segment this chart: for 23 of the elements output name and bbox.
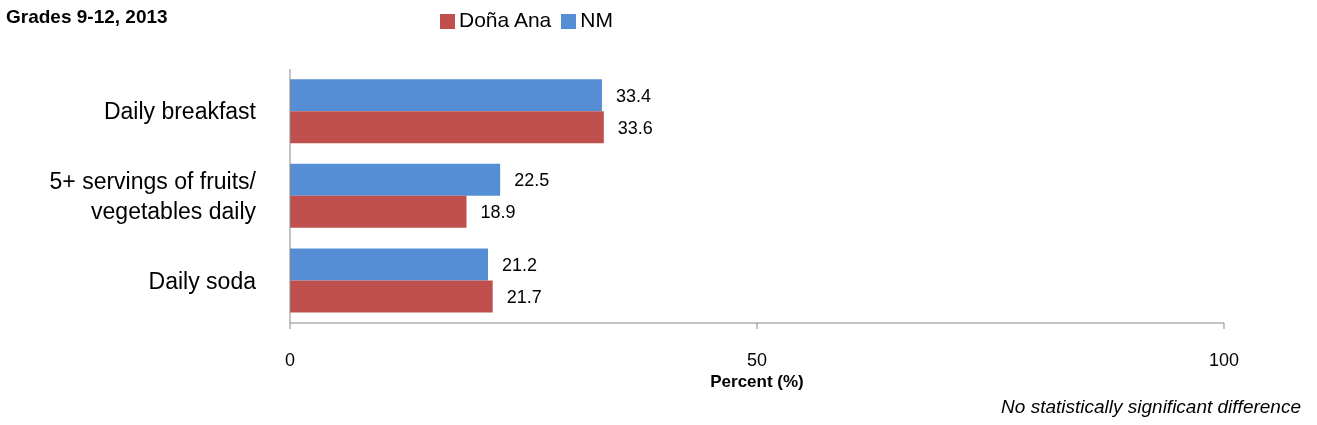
text: Grades 9-12, 2013 — [6, 6, 168, 28]
y-tick-label: Daily soda — [148, 267, 257, 294]
data-label: 18.9 — [480, 202, 516, 223]
bar — [290, 280, 493, 313]
y-tick-label: 5+ servings of fruits/ vegetables daily — [49, 168, 257, 224]
x-axis-title: Percent (%) — [710, 372, 804, 392]
x-tick-label: 50 — [746, 349, 768, 370]
x-tick-label: 100 — [1208, 349, 1240, 370]
data-label: 21.2 — [502, 254, 538, 275]
legend-label: NM — [580, 8, 613, 31]
data-label: 21.7 — [506, 286, 542, 307]
text: No statistically significant difference — [1001, 396, 1301, 418]
y-tick-label: Daily breakfast — [103, 98, 257, 125]
bar — [290, 248, 489, 281]
x-tick-label: 0 — [284, 349, 296, 370]
bar — [290, 163, 501, 196]
bar — [290, 111, 604, 144]
bar — [290, 79, 602, 112]
data-label: 33.4 — [615, 85, 651, 106]
legend-label: Doña Ana — [459, 8, 552, 31]
data-label: 22.5 — [514, 170, 550, 191]
bar — [290, 195, 467, 228]
data-label: 33.6 — [617, 117, 653, 138]
